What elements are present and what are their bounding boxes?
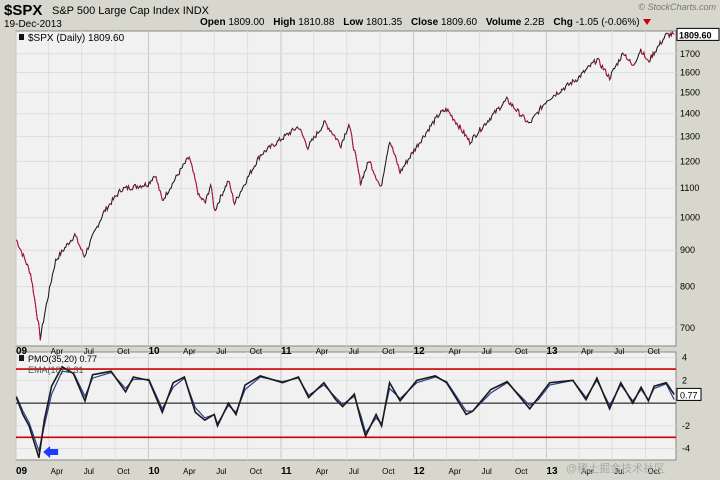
- pmo-y-tick-label: -2: [682, 421, 690, 431]
- pmo-x-tick-label: Jul: [84, 467, 94, 476]
- price-x-tick-label: Apr: [449, 347, 462, 356]
- pmo-x-tick-label: 12: [414, 466, 426, 477]
- pmo-x-tick-label: Jul: [349, 467, 359, 476]
- price-x-tick-label: Jul: [216, 347, 226, 356]
- price-x-tick-label: Apr: [183, 347, 196, 356]
- price-x-tick-label: Apr: [316, 347, 329, 356]
- price-y-tick-label: 1600: [680, 67, 700, 77]
- pmo-x-tick-label: Oct: [382, 467, 395, 476]
- chart-header: $SPX S&P 500 Large Cap Index INDX 19-Dec…: [4, 2, 716, 30]
- pmo-y-tick-label: 4: [682, 353, 687, 363]
- chg-label: Chg: [553, 17, 573, 28]
- price-y-tick-label: 1000: [680, 213, 700, 223]
- quote-bar: Open 1809.00 High 1810.88 Low 1801.35 Cl…: [200, 17, 651, 28]
- low-label: Low: [343, 17, 364, 28]
- pmo-line: [15, 365, 675, 458]
- left-arrow-icon: [43, 446, 59, 458]
- pmo-legend-label: PMO(35,20) 0.77: [28, 354, 97, 364]
- symbol: $SPX: [4, 2, 43, 19]
- price-x-tick-label: Apr: [51, 347, 64, 356]
- price-x-tick-label: Oct: [515, 347, 528, 356]
- open-label: Open: [200, 17, 226, 28]
- price-last-value-box: [676, 27, 720, 41]
- price-down-segments: [15, 31, 675, 341]
- price-y-tick-label: 1700: [680, 49, 700, 59]
- pmo-x-tick-label: Apr: [51, 467, 64, 476]
- price-legend-label: $SPX (Daily) 1809.60: [28, 33, 125, 44]
- price-y-tick-label: 1500: [680, 87, 700, 97]
- pmo-x-tick-label: 09: [16, 466, 28, 477]
- price-x-tick-label: 11: [281, 346, 292, 357]
- pmo-x-tick-label: Oct: [250, 467, 263, 476]
- price-x-tick-label: 13: [546, 346, 558, 357]
- pmo-x-tick-label: Oct: [117, 467, 130, 476]
- pmo-y-tick-label: -4: [682, 444, 690, 454]
- index-name-text: S&P 500 Large Cap Index: [52, 5, 180, 17]
- price-x-tick-label: 09: [16, 346, 28, 357]
- pmo-x-tick-label: Apr: [183, 467, 196, 476]
- price-x-tick-label: Oct: [648, 347, 661, 356]
- watermark: @稀土掘金技术社区: [566, 461, 665, 475]
- ema-legend-label: EMA(10) 0.31: [28, 365, 84, 375]
- pmo-x-tick-label: 11: [281, 466, 292, 477]
- high-label: High: [273, 17, 296, 28]
- down-arrow-icon: [642, 19, 651, 26]
- price-y-tick-label: 1100: [680, 183, 699, 193]
- pmo-x-tick-label: Oct: [515, 467, 528, 476]
- price-x-tick-label: Oct: [382, 347, 395, 356]
- price-y-tick-label: 900: [680, 245, 695, 255]
- pmo-x-tick-label: Jul: [614, 467, 624, 476]
- price-y-tick-label: 1200: [680, 156, 700, 166]
- close-label: Close: [410, 17, 439, 28]
- volume-value: 2.2B: [524, 17, 545, 28]
- price-x-tick-label: Jul: [84, 347, 94, 356]
- pmo-x-tick-label: 10: [149, 466, 161, 477]
- price-x-tick-label: 10: [149, 346, 161, 357]
- chg-value: -1.05 (-0.06%): [575, 17, 640, 28]
- price-legend-swatch: [19, 34, 24, 40]
- price-y-tick-label: 1400: [680, 109, 700, 119]
- price-x-tick-label: Jul: [482, 347, 492, 356]
- price-x-tick-label: Apr: [581, 347, 594, 356]
- pmo-x-tick-label: Oct: [648, 467, 661, 476]
- open-value: 1809.00: [228, 17, 265, 28]
- price-x-tick-label: 12: [414, 346, 426, 357]
- pmo-x-tick-label: 13: [546, 466, 558, 477]
- price-x-tick-label: Oct: [250, 347, 263, 356]
- pmo-x-tick-label: Apr: [449, 467, 462, 476]
- pmo-last-value-box: [676, 387, 702, 401]
- price-y-tick-label: 1300: [680, 132, 700, 142]
- pmo-x-tick-label: Apr: [316, 467, 329, 476]
- volume-label: Volume: [485, 17, 522, 28]
- pmo-legend-swatch: [19, 355, 24, 361]
- chart-date: 19-Dec-2013: [4, 19, 62, 30]
- pmo-y-tick-label: 2: [682, 375, 687, 385]
- price-last-value: 1809.60: [679, 30, 712, 40]
- brand-logo: © StockCharts.com: [638, 2, 716, 12]
- high-value: 1810.88: [298, 17, 335, 28]
- low-value: 1801.35: [366, 17, 403, 28]
- price-y-tick-label: 700: [680, 323, 695, 333]
- pmo-last-value: 0.77: [680, 390, 698, 400]
- exchange: INDX: [182, 5, 209, 17]
- price-y-tick-label: 800: [680, 282, 695, 292]
- close-value: 1809.60: [440, 17, 478, 28]
- index-name: S&P 500 Large Cap Index INDX: [52, 5, 209, 17]
- price-x-tick-label: Jul: [614, 347, 624, 356]
- price-x-tick-label: Oct: [117, 347, 130, 356]
- pmo-x-tick-label: Jul: [216, 467, 226, 476]
- pmo-x-tick-label: Apr: [581, 467, 594, 476]
- pmo-x-tick-label: Jul: [482, 467, 492, 476]
- price-x-tick-label: Jul: [349, 347, 359, 356]
